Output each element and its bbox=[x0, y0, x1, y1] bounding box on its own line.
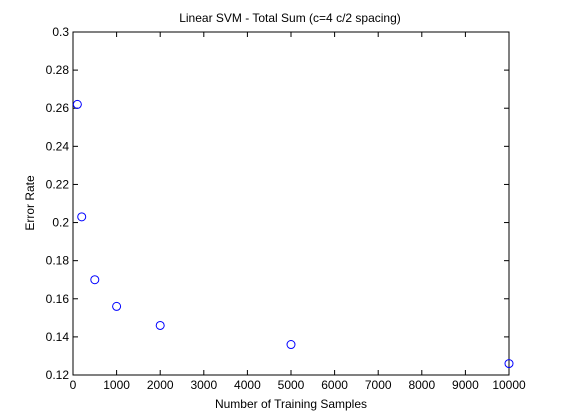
x-tick-label: 4000 bbox=[234, 378, 261, 392]
y-tick-label: 0.14 bbox=[46, 330, 70, 344]
data-points bbox=[72, 99, 514, 369]
x-tick-label: 10000 bbox=[492, 378, 526, 392]
y-tick-label: 0.22 bbox=[46, 177, 70, 191]
x-axis-title: Number of Training Samples bbox=[215, 397, 367, 411]
data-point bbox=[155, 320, 165, 330]
y-tick-label: 0.12 bbox=[46, 368, 70, 382]
data-point bbox=[72, 99, 82, 109]
x-tick-label: 2000 bbox=[147, 378, 174, 392]
y-axis-ticks: 0.12 0.14 0.16 0.18 0.2 0.22 0.24 0.26 0.28 0.3 bbox=[46, 25, 509, 382]
plot-area bbox=[72, 31, 510, 376]
data-point bbox=[90, 275, 100, 285]
y-tick-label: 0.24 bbox=[46, 139, 70, 153]
x-tick-label: 9000 bbox=[452, 378, 479, 392]
y-tick-label: 0.18 bbox=[46, 254, 70, 268]
y-tick-label: 0.3 bbox=[52, 25, 69, 39]
data-point bbox=[112, 301, 122, 311]
x-axis-ticks: 0 1000 2000 3000 4000 5000 6000 7000 8000 9000 100… bbox=[70, 32, 526, 392]
x-tick-label: 8000 bbox=[408, 378, 435, 392]
x-tick-label: 3000 bbox=[190, 378, 217, 392]
x-tick-label: 5000 bbox=[278, 378, 305, 392]
x-tick-label: 0 bbox=[70, 378, 77, 392]
y-tick-label: 0.28 bbox=[46, 63, 70, 77]
chart-title: Linear SVM - Total Sum (c=4 c/2 spacing) bbox=[179, 11, 401, 25]
x-tick-label: 7000 bbox=[365, 378, 392, 392]
data-point bbox=[286, 340, 296, 350]
y-tick-label: 0.2 bbox=[52, 216, 69, 230]
data-point bbox=[77, 212, 87, 222]
y-tick-label: 0.16 bbox=[46, 292, 70, 306]
y-axis-title: Error Rate bbox=[23, 175, 37, 231]
data-point bbox=[504, 359, 514, 369]
x-tick-label: 6000 bbox=[321, 378, 348, 392]
x-tick-label: 1000 bbox=[103, 378, 130, 392]
y-tick-label: 0.26 bbox=[46, 101, 70, 115]
